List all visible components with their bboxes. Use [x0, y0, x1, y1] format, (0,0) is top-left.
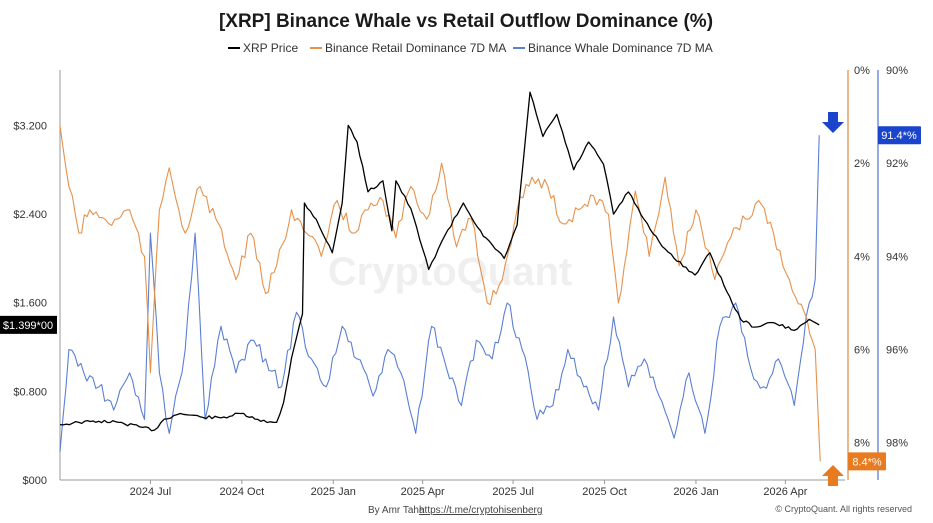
y-left-tick-3: $2.400 — [13, 209, 47, 221]
y-right-whale-tick-0: 90% — [886, 65, 908, 77]
callout-price-label: $1.399*00 — [3, 320, 53, 332]
series-line-1 — [59, 125, 821, 462]
y-right-retail-tick-2: 4% — [854, 251, 870, 263]
callout-price-box — [0, 315, 57, 334]
legend-label-1: Binance Retail Dominance 7D MA — [325, 41, 506, 55]
y-right-whale-tick-4: 98% — [886, 438, 908, 450]
y-left-tick-0: $000 — [23, 475, 47, 487]
x-tick-5: 2025 Oct — [582, 486, 627, 498]
x-tick-4: 2025 Jul — [492, 486, 534, 498]
y-left-tick-1: $0.800 — [13, 386, 47, 398]
callout-retail-box — [848, 452, 886, 471]
watermark: CryptoQuant — [328, 250, 572, 294]
series-line-2 — [59, 135, 820, 453]
axes: $000 $0.800 $1.600 $2.400 $3.200 0% 2% 4% 6% 8% 90… — [13, 65, 908, 498]
y-right-whale-tick-2: 94% — [886, 251, 908, 263]
callout-retail-label: 8.4*% — [852, 456, 882, 468]
y-right-retail-tick-3: 6% — [854, 345, 870, 357]
legend-label-2: Binance Whale Dominance 7D MA — [528, 41, 713, 55]
x-tick-7: 2026 Apr — [763, 486, 807, 498]
series-group — [59, 91, 821, 462]
footer-author: By Amr Taha — [368, 505, 425, 516]
chart-title: [XRP] Binance Whale vs Retail Outflow Do… — [219, 11, 713, 32]
legend-label-0: XRP Price — [243, 41, 298, 55]
y-right-retail-tick-1: 2% — [854, 158, 870, 170]
x-tick-1: 2024 Oct — [220, 486, 265, 498]
x-tick-2: 2025 Jan — [311, 486, 356, 498]
y-right-whale-tick-1: 92% — [886, 158, 908, 170]
callout-whale-box — [878, 126, 921, 145]
y-left-tick-4: $3.200 — [13, 120, 47, 132]
arrow-down-icon — [822, 112, 844, 133]
legend: XRP Price Binance Retail Dominance 7D MA B… — [228, 41, 713, 55]
x-tick-0: 2024 Jul — [130, 486, 172, 498]
y-right-retail-tick-0: 0% — [854, 65, 870, 77]
x-tick-3: 2025 Apr — [401, 486, 445, 498]
footer-link[interactable]: https://t.me/cryptohisenberg — [419, 505, 542, 516]
y-right-retail-tick-4: 8% — [854, 438, 870, 450]
y-left-tick-2: $1.600 — [13, 298, 47, 310]
callouts: 91.4*% 8.4*% $1.399*00 — [0, 112, 921, 486]
y-right-whale-tick-3: 96% — [886, 345, 908, 357]
series-line-0 — [59, 91, 820, 432]
footer-copyright: © CryptoQuant. All rights reserved — [775, 504, 912, 514]
arrow-up-icon — [822, 465, 844, 486]
callout-whale-label: 91.4*% — [881, 130, 917, 142]
x-tick-6: 2026 Jan — [673, 486, 718, 498]
